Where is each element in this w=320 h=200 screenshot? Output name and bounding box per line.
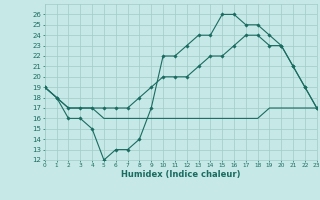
X-axis label: Humidex (Indice chaleur): Humidex (Indice chaleur) [121,170,241,179]
